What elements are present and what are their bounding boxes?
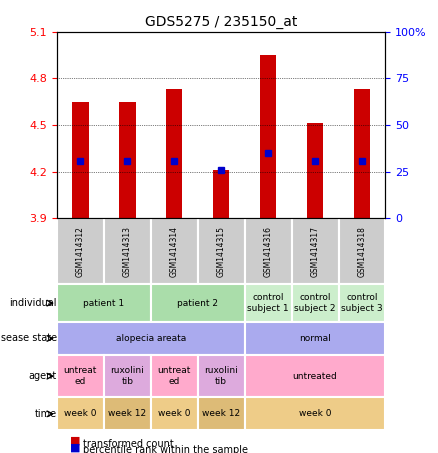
FancyBboxPatch shape — [57, 322, 245, 355]
FancyBboxPatch shape — [245, 355, 385, 397]
Text: control
subject 3: control subject 3 — [341, 294, 383, 313]
Text: untreated: untreated — [293, 371, 337, 381]
Text: week 12: week 12 — [108, 410, 146, 419]
Bar — [354, 89, 370, 218]
Text: ■: ■ — [70, 442, 81, 452]
FancyBboxPatch shape — [198, 397, 245, 430]
Text: GSM1414312: GSM1414312 — [76, 226, 85, 277]
FancyBboxPatch shape — [245, 322, 385, 355]
FancyBboxPatch shape — [104, 355, 151, 397]
FancyBboxPatch shape — [339, 284, 385, 322]
Text: individual: individual — [10, 298, 57, 308]
Text: percentile rank within the sample: percentile rank within the sample — [83, 445, 248, 453]
FancyBboxPatch shape — [104, 397, 151, 430]
Bar — [166, 89, 183, 218]
Text: normal: normal — [299, 334, 331, 343]
Text: untreat
ed: untreat ed — [64, 366, 97, 386]
FancyBboxPatch shape — [104, 218, 151, 284]
Text: disease state: disease state — [0, 333, 57, 343]
Text: week 0: week 0 — [64, 410, 97, 419]
Text: GSM1414318: GSM1414318 — [357, 226, 367, 277]
Text: week 12: week 12 — [202, 410, 240, 419]
Text: ruxolini
tib: ruxolini tib — [110, 366, 144, 386]
Text: alopecia areata: alopecia areata — [116, 334, 186, 343]
Bar — [260, 55, 276, 218]
Text: ruxolini
tib: ruxolini tib — [204, 366, 238, 386]
FancyBboxPatch shape — [292, 284, 339, 322]
FancyBboxPatch shape — [245, 284, 292, 322]
FancyBboxPatch shape — [245, 397, 385, 430]
Title: GDS5275 / 235150_at: GDS5275 / 235150_at — [145, 15, 297, 29]
Text: untreat
ed: untreat ed — [158, 366, 191, 386]
Text: week 0: week 0 — [299, 410, 331, 419]
FancyBboxPatch shape — [198, 355, 245, 397]
FancyBboxPatch shape — [339, 218, 385, 284]
Text: GSM1414315: GSM1414315 — [217, 226, 226, 277]
FancyBboxPatch shape — [198, 218, 245, 284]
Text: time: time — [35, 409, 57, 419]
Text: ■: ■ — [70, 436, 81, 446]
FancyBboxPatch shape — [151, 218, 198, 284]
FancyBboxPatch shape — [57, 284, 151, 322]
Text: transformed count: transformed count — [83, 439, 174, 449]
Text: GSM1414313: GSM1414313 — [123, 226, 132, 277]
Bar — [72, 101, 88, 218]
Text: control
subject 1: control subject 1 — [247, 294, 289, 313]
FancyBboxPatch shape — [151, 397, 198, 430]
Text: patient 1: patient 1 — [83, 299, 124, 308]
Text: patient 2: patient 2 — [177, 299, 218, 308]
Text: GSM1414316: GSM1414316 — [264, 226, 272, 277]
Text: control
subject 2: control subject 2 — [294, 294, 336, 313]
Bar — [119, 101, 135, 218]
FancyBboxPatch shape — [57, 218, 104, 284]
FancyBboxPatch shape — [151, 355, 198, 397]
FancyBboxPatch shape — [57, 355, 104, 397]
FancyBboxPatch shape — [245, 218, 292, 284]
FancyBboxPatch shape — [57, 397, 104, 430]
Text: GSM1414317: GSM1414317 — [311, 226, 320, 277]
Text: GSM1414314: GSM1414314 — [170, 226, 179, 277]
Text: agent: agent — [29, 371, 57, 381]
Bar — [307, 124, 323, 218]
Bar — [213, 170, 230, 218]
FancyBboxPatch shape — [151, 284, 245, 322]
Text: week 0: week 0 — [158, 410, 191, 419]
FancyBboxPatch shape — [292, 218, 339, 284]
